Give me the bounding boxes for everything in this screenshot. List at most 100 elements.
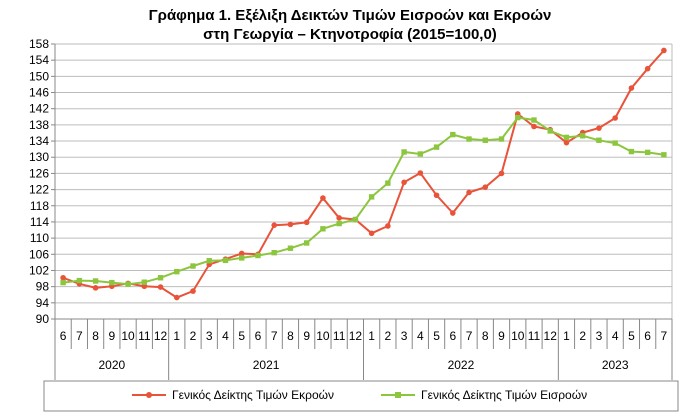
year-label: 2020 [98,358,125,372]
data-point [303,240,310,246]
y-tick-label: 114 [30,215,49,229]
legend-swatch-marker [146,392,152,398]
data-point [303,219,310,226]
x-tick-label: 1 [368,329,375,343]
data-point [385,223,391,229]
x-tick-label: 4 [612,329,619,343]
x-tick-label: 5 [628,329,635,343]
x-tick-label: 3 [596,329,603,343]
y-tick-label: 158 [29,37,49,51]
data-point [190,263,196,269]
data-point [92,278,99,284]
data-point [352,216,359,223]
data-point [628,85,635,91]
y-tick-label: 118 [30,199,49,213]
y-tick-label: 142 [29,102,49,116]
y-tick-label: 134 [29,134,49,148]
data-point [450,131,456,138]
x-axis: 6 7 8 9 10 11 12 1 2 3 4 5 6 7 8 9 10 11 12 1 2 3 4 5 6 7 8 9 10 11 12… [54,318,673,380]
x-tick-label: 3 [206,329,213,343]
data-point [255,252,261,259]
data-point [612,140,618,146]
gridlines [55,43,672,320]
x-tick-label: 8 [92,329,99,343]
x-tick-label: 10 [121,329,135,343]
data-point [287,245,294,251]
y-tick-label: 138 [29,118,49,132]
data-point [336,215,342,221]
data-point [336,220,342,227]
data-point [644,65,651,72]
x-tick-label: 1 [563,329,570,343]
x-tick-label: 2 [190,329,197,343]
x-tick-label: 12 [544,329,558,343]
data-point [271,249,277,256]
y-tick-label: 154 [29,53,49,67]
data-point [157,275,164,281]
x-tick-label: 5 [238,329,245,343]
data-point [239,255,245,261]
data-point [109,279,115,286]
series-lines [60,47,667,301]
data-point [157,284,164,290]
year-label: 2023 [602,358,629,372]
y-tick-label: 94 [36,296,50,310]
y-tick-label: 146 [29,86,49,100]
data-point [368,230,375,237]
data-point [628,148,635,155]
data-point [417,151,424,157]
x-tick-label: 9 [303,329,310,343]
legend-swatch-marker [395,392,401,398]
data-point [92,285,99,291]
data-point [482,137,488,143]
y-tick-label: 122 [29,183,49,197]
y-tick-label: 150 [29,69,49,83]
data-point [173,294,180,301]
data-point [644,149,651,156]
x-tick-label: 9 [108,329,115,343]
y-tick-label: 102 [29,263,49,277]
data-point [60,279,66,286]
x-tick-label: 12 [349,329,363,343]
y-tick-label: 90 [36,312,50,326]
data-point [563,139,570,146]
data-point [271,222,277,228]
series-line [62,116,665,286]
data-point [320,195,326,201]
x-tick-label: 11 [333,329,346,343]
data-point [466,189,472,196]
x-tick-label: 12 [154,329,168,343]
y-tick-label: 106 [29,247,49,261]
legend-label: Γενικός Δείκτης Τιμών Εισροών [421,388,587,402]
data-point [661,47,667,54]
x-tick-label: 5 [433,329,440,343]
x-tick-label: 3 [401,329,408,343]
y-axis-ticks: 90 94 98 102 106 110 114 118 122 126 130 134 138 142 1… [29,37,673,326]
x-tick-label: 8 [482,329,489,343]
data-point [433,144,440,150]
x-tick-label: 1 [173,329,180,343]
data-point [125,281,131,287]
data-point [433,192,440,199]
data-point [531,123,537,130]
series-line [62,49,665,299]
data-point [320,226,326,232]
x-tick-label: 11 [138,329,151,343]
data-point [401,179,407,186]
data-point [190,288,196,294]
x-tick-label: 6 [60,329,67,343]
data-point [482,184,489,190]
legend: Γενικός Δείκτης Τιμών Εκροών Γενικός Δείκ… [43,380,679,412]
x-tick-label: 6 [449,329,456,343]
x-tick-label: 10 [511,329,525,343]
data-point [287,221,294,228]
year-label: 2021 [253,358,280,372]
chart-subtitle: στη Γεωργία – Κτηνοτροφία (2015=100,0) [203,26,497,43]
x-tick-label: 6 [644,329,651,343]
chart-title: Γράφημα 1. Εξέλιξη Δεικτών Τιμών Εισροών… [148,7,552,24]
data-point [417,170,424,176]
data-point [563,134,570,141]
x-tick-label: 4 [222,329,229,343]
y-tick-label: 110 [30,231,49,245]
